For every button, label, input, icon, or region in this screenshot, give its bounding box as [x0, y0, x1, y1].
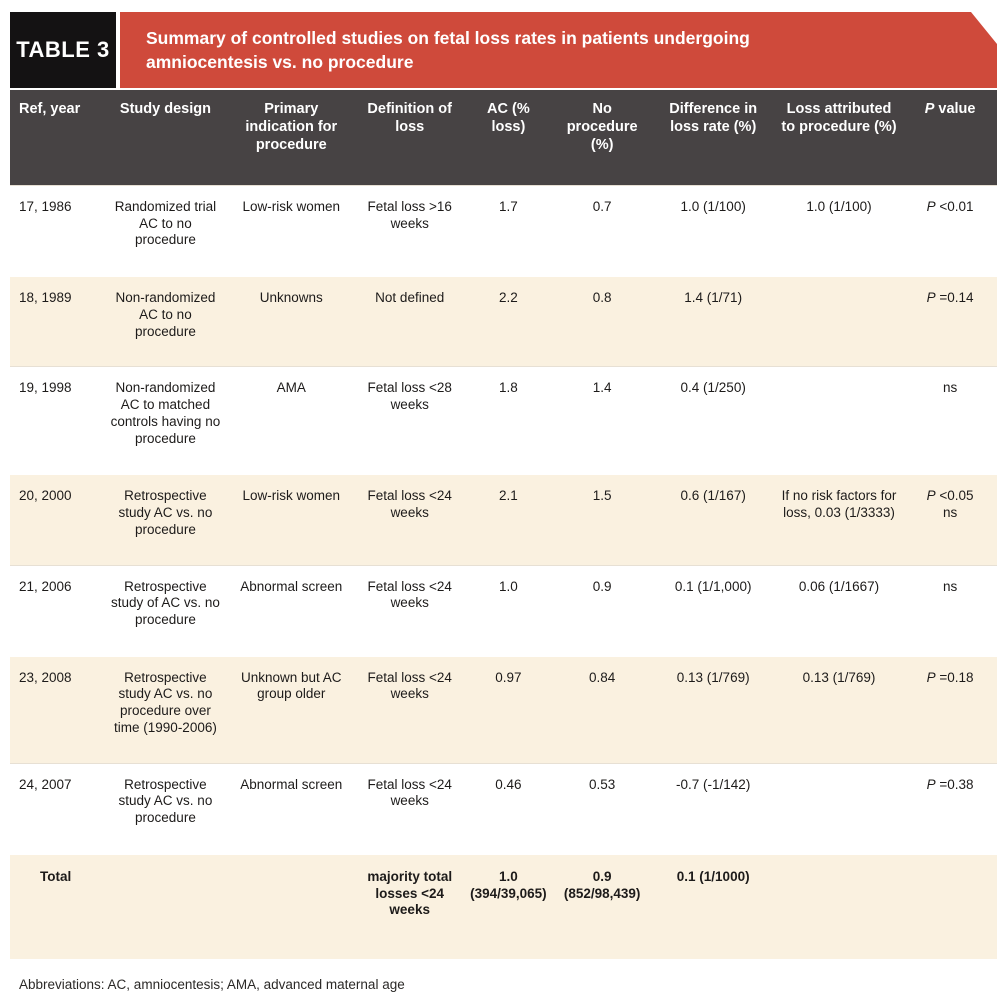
table-cell: 2.1	[499, 488, 518, 504]
table-cell: 0.9 (852/98,439)	[563, 868, 641, 901]
table-cell: ns	[942, 380, 958, 396]
table-cell: 0.8	[592, 290, 612, 306]
table-title: Summary of controlled studies on fetal l…	[146, 27, 750, 72]
table-cell: 1.0 (394/39,065)	[470, 868, 547, 901]
table-row: 21, 2006 Retrospective study of AC vs. no…	[10, 565, 997, 656]
column-header-3: Definition of loss	[355, 90, 464, 186]
table-cell: 0.97	[495, 669, 522, 685]
table-cell: Fetal loss <24 weeks	[367, 578, 452, 611]
table-cell: 1.8	[499, 380, 518, 396]
table-title-banner: Summary of controlled studies on fetal l…	[120, 12, 997, 88]
table-cell: 0.4 (1/250)	[680, 380, 746, 396]
table-cell: Low-risk women	[242, 199, 341, 214]
table-row: 18, 1989 Non-randomized AC to no procedur…	[10, 276, 997, 367]
table-cell: 0.9	[592, 578, 612, 594]
table-cell	[775, 763, 903, 854]
table-cell: P <0.05 ns	[926, 488, 974, 521]
table-cell: Total	[40, 868, 72, 884]
table-row: 24, 2007 Retrospective study AC vs. no pr…	[10, 763, 997, 854]
table-number-label: TABLE 3	[10, 12, 116, 88]
table-row: 17, 1986 Randomized trial AC to no proced…	[10, 185, 997, 277]
table-cell: Retrospective study AC vs. no procedure …	[114, 669, 217, 735]
table-figure-page: TABLE 3 Summary of controlled studies on…	[10, 12, 997, 992]
table-cell: 0.13 (1/769)	[802, 669, 876, 685]
table-cell	[903, 854, 997, 959]
table-cell: P =0.18	[926, 669, 974, 685]
table-cell: AMA	[276, 380, 306, 396]
column-headers: Ref, year Study design Primary indication …	[10, 90, 997, 186]
column-header-2: Primary indication for procedure	[227, 90, 356, 186]
table-cell	[775, 854, 903, 959]
abbreviations-footnote: Abbreviations: AC, amniocentesis; AMA, a…	[19, 977, 405, 992]
table-row: 23, 2008 Retrospective study AC vs. no pr…	[10, 655, 997, 764]
table-cell: Non-randomized AC to matched controls ha…	[110, 380, 221, 446]
table-cell: 1.0 (1/100)	[680, 199, 746, 214]
table-cell: Fetal loss >16 weeks	[367, 199, 452, 231]
table-cell	[775, 276, 903, 367]
table-cell: 1.4 (1/71)	[684, 290, 743, 306]
table-cell: If no risk factors for loss, 0.03 (1/333…	[781, 488, 897, 521]
table-cell	[227, 854, 355, 959]
table-row: 20, 2000 Retrospective study AC vs. no pr…	[10, 474, 997, 566]
column-header-7: Loss attributed to procedure (%)	[774, 90, 904, 186]
table-cell: 0.06 (1/1667)	[798, 578, 880, 594]
table-cell: ns	[942, 578, 958, 594]
table-cell: Fetal loss <24 weeks	[367, 488, 452, 521]
table-cell: 1.5	[592, 488, 612, 504]
table-cell: 1.7	[499, 199, 518, 214]
table-cell: Retrospective study of AC vs. no procedu…	[111, 578, 220, 628]
table-cell: P =0.14	[926, 290, 974, 306]
table-cell: 0.46	[495, 776, 522, 792]
table-cell	[775, 367, 903, 474]
table-cell	[104, 854, 227, 959]
column-header-4: AC (% loss)	[463, 90, 553, 186]
table-cell: 0.84	[589, 669, 616, 685]
table-cell: Fetal loss <24 weeks	[367, 776, 452, 809]
table-cell: 1.0	[499, 578, 518, 594]
table-body: 17, 1986 Randomized trial AC to no proced…	[10, 185, 997, 960]
table-cell: Randomized trial AC to no procedure	[114, 199, 217, 248]
table-cell: 1.4	[592, 380, 612, 396]
table-cell: 0.6 (1/167)	[680, 488, 746, 504]
table-cell: 0.7	[592, 199, 612, 214]
table-cell: Retrospective study AC vs. no procedure	[118, 776, 213, 826]
table-cell: Fetal loss <24 weeks	[367, 669, 452, 702]
total-row: Total majority total losses <24 weeks 1.0 …	[10, 853, 997, 960]
table-cell: 0.13 (1/769)	[676, 669, 750, 685]
table-cell: Unknowns	[259, 290, 323, 306]
column-header-5: No procedure (%)	[552, 90, 652, 186]
table-cell: 19, 1998	[19, 380, 72, 396]
table-cell: Retrospective study AC vs. no procedure	[118, 488, 213, 537]
table-cell: 17, 1986	[19, 199, 72, 214]
table-cell: Fetal loss <28 weeks	[367, 380, 452, 413]
table-cell: 18, 1989	[19, 290, 72, 306]
table-cell: 1.0 (1/100)	[806, 199, 872, 214]
table-cell: Abnormal screen	[240, 578, 343, 594]
studies-table: Ref, year Study design Primary indication …	[10, 90, 997, 960]
table-banner: TABLE 3 Summary of controlled studies on…	[10, 12, 997, 88]
table-cell: 0.1 (1/1000)	[676, 868, 750, 884]
column-header-0: Ref, year	[10, 90, 104, 186]
table-cell: Non-randomized AC to no procedure	[115, 290, 216, 339]
column-header-6: Difference in loss rate (%)	[651, 90, 775, 186]
column-header-1: Study design	[103, 90, 228, 186]
table-cell: majority total losses <24 weeks	[367, 868, 453, 918]
table-header-row: Ref, year Study design Primary indication …	[10, 90, 997, 186]
table-cell: 21, 2006	[19, 578, 72, 594]
table-cell: 24, 2007	[19, 776, 72, 792]
table-cell: Unknown but AC group older	[240, 669, 342, 702]
table-cell: 20, 2000	[19, 488, 72, 504]
table-cell: P =0.38	[926, 776, 974, 792]
table-cell: P <0.01	[926, 199, 974, 214]
table-cell: 0.1 (1/1,000)	[674, 578, 752, 594]
table-cell: 23, 2008	[19, 669, 72, 685]
table-cell: -0.7 (-1/142)	[676, 776, 751, 792]
table-cell: 2.2	[499, 290, 518, 306]
table-cell: 0.53	[589, 776, 616, 792]
table-row: 19, 1998 Non-randomized AC to matched con…	[10, 366, 997, 475]
column-header-8: P value	[903, 90, 997, 186]
table-cell: Not defined	[375, 290, 445, 306]
table-cell: Low-risk women	[242, 488, 341, 504]
table-cell: Abnormal screen	[240, 776, 343, 792]
